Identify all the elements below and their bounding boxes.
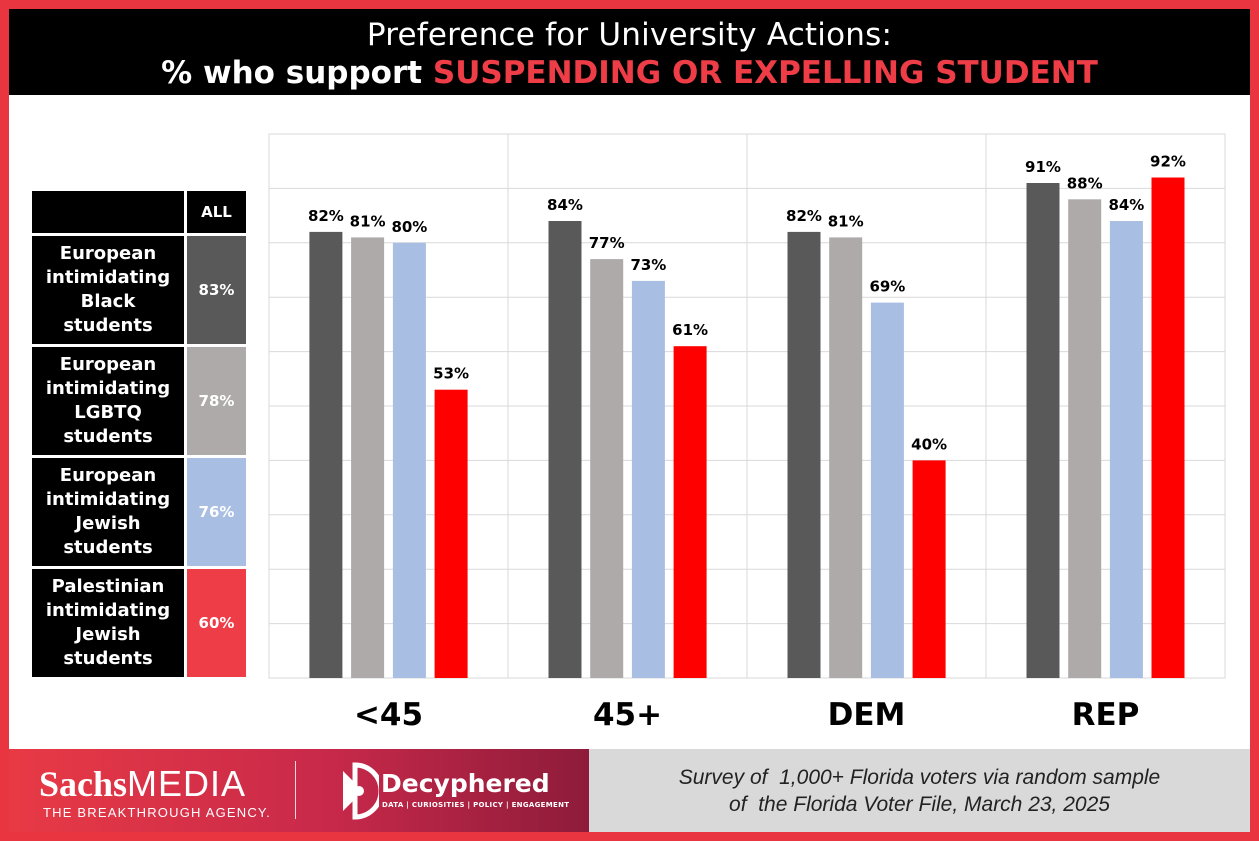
data-label: 84% [547, 196, 583, 214]
chart-data-labels: 82% 81% 80% 53% 84% 77% 73% 61% 82% 81% 69% 40% 91% 8… [308, 153, 1186, 454]
legend-label-line: students [63, 315, 153, 336]
bar-2-1 [631, 280, 665, 678]
legend-label-line: Jewish [75, 624, 141, 645]
bar-0-2 [787, 231, 821, 678]
footer-source: Survey of 1,000+ Florida voters via rand… [589, 749, 1250, 832]
data-label: 81% [828, 212, 864, 230]
data-label: 91% [1025, 158, 1061, 176]
footer-divider [295, 761, 296, 819]
bar-3-0 [434, 389, 468, 678]
legend-label-line: Palestinian [51, 576, 165, 597]
legend-label-line: students [63, 648, 153, 669]
chart-title-prefix: % who support [161, 55, 433, 91]
data-label: 84% [1108, 196, 1144, 214]
bar-0-0 [309, 231, 343, 678]
chart-header: Preference for University Actions: % who… [9, 9, 1250, 95]
legend-label-line: intimidating [45, 489, 171, 510]
decyphered-logo-icon [343, 762, 379, 820]
data-label: 88% [1067, 174, 1103, 192]
bar-0-3 [1026, 183, 1060, 678]
legend-label-line: students [63, 426, 153, 447]
legend-label-line: Black [80, 291, 136, 312]
chart-bars [309, 177, 1185, 679]
source-line-2: of the Florida Voter File, March 23, 202… [729, 792, 1110, 816]
legend-label-line: European [59, 465, 157, 486]
legend-label-line: intimidating [45, 267, 171, 288]
data-label: 40% [911, 435, 947, 453]
x-tick-label: DEM [828, 697, 906, 733]
bar-3-1 [673, 346, 707, 678]
data-label: 82% [308, 207, 344, 225]
bar-3-2 [912, 460, 946, 678]
legend-label-row-3: Palestinian intimidating Jewish students [32, 569, 184, 677]
x-tick-label: <45 [354, 697, 423, 733]
chart-title-line1: Preference for University Actions: [366, 17, 893, 53]
bar-2-3 [1109, 221, 1143, 678]
data-label: 61% [672, 321, 708, 339]
data-label: 82% [786, 207, 822, 225]
sachs-media-tagline: THE BREAKTHROUGH AGENCY. [43, 805, 271, 820]
legend-label-row-0: European intimidating Black students [32, 236, 184, 344]
data-label: 80% [391, 218, 427, 236]
data-label: 81% [350, 212, 386, 230]
bar-2-2 [870, 302, 904, 678]
legend-header-label [32, 191, 184, 233]
chart-title-line2: % who support SUSPENDING OR EXPELLING ST… [9, 55, 1250, 91]
legend-value-row-2: 76% [187, 458, 246, 566]
legend-label-line: intimidating [45, 600, 171, 621]
legend-value-row-3: 60% [187, 569, 246, 677]
bar-3-3 [1151, 177, 1185, 678]
sachs-logo-light: MEDIA [127, 763, 247, 804]
source-line-1: Survey of 1,000+ Florida voters via rand… [678, 765, 1161, 789]
legend-label-line: Jewish [75, 513, 141, 534]
legend-value-row-0: 83% [187, 236, 246, 344]
decyphered-tagline: DATA | CURIOSITIES | POLICY | ENGAGEMENT [382, 801, 570, 809]
data-label: 53% [433, 365, 469, 383]
bar-2-0 [392, 242, 426, 679]
data-label: 92% [1150, 153, 1186, 171]
legend-label-row-2: European intimidating Jewish students [32, 458, 184, 566]
chart-title-highlight: SUSPENDING OR EXPELLING STUDENT [432, 55, 1098, 91]
legend-label-line: intimidating [45, 378, 171, 399]
x-tick-label: REP [1072, 697, 1140, 733]
bar-1-3 [1068, 199, 1102, 679]
bar-1-2 [829, 237, 863, 678]
data-label: 77% [589, 234, 625, 252]
legend-value-row-1: 78% [187, 347, 246, 455]
chart-grid [268, 133, 1226, 679]
sachs-media-logo: SachsMEDIA [39, 763, 247, 804]
legend-label-line: European [59, 243, 157, 264]
bar-0-1 [548, 221, 582, 678]
bar-1-0 [351, 237, 385, 678]
footer-branding: SachsMEDIA THE BREAKTHROUGH AGENCY. Decy… [9, 749, 589, 832]
bar-1-1 [590, 259, 624, 678]
legend-label-line: LGBTQ [74, 402, 142, 423]
data-label: 73% [630, 256, 666, 274]
legend-label-line: students [63, 537, 153, 558]
decyphered-logo-text: Decyphered [381, 769, 550, 798]
legend-label-line: European [59, 354, 157, 375]
data-label: 69% [869, 278, 905, 296]
legend-header-all: ALL [187, 191, 246, 233]
chart-x-tick-labels: <45 45+ DEM REP [354, 697, 1139, 733]
x-tick-label: 45+ [593, 697, 662, 733]
sachs-logo-bold: Sachs [39, 764, 128, 804]
legend-label-row-1: European intimidating LGBTQ students [32, 347, 184, 455]
